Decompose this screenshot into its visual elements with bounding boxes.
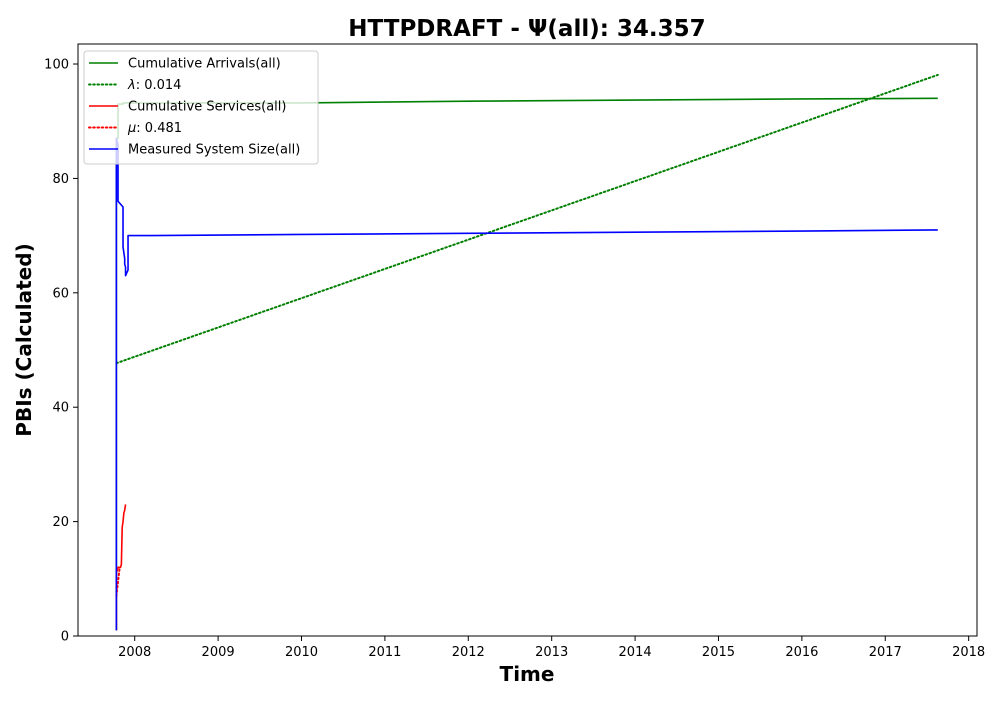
x-tick-label-2014: 2014 [619, 645, 652, 660]
series-line-cumulative-services-all-2 [115, 504, 127, 631]
x-axis-title: Time [500, 662, 555, 686]
y-tick-label-60: 60 [52, 286, 69, 301]
legend-label-cumulative-services-all-2: Cumulative Services(all) [128, 100, 286, 115]
legend-label-cumulative-arrivals-all-0: Cumulative Arrivals(all) [128, 57, 281, 72]
y-tick-label-0: 0 [61, 630, 69, 645]
series-line-0-014-1 [115, 73, 939, 365]
legend-value: : 0.014 [136, 78, 182, 93]
x-tick-label-2012: 2012 [452, 645, 485, 660]
plot-frame [77, 43, 978, 637]
y-tick-label-100: 100 [44, 58, 69, 73]
legend-label-0-014-1: λ: 0.014 [127, 78, 181, 93]
y-axis-title: PBIs (Calculated) [12, 243, 36, 436]
x-tick-label-2016: 2016 [785, 645, 818, 660]
x-tick-label-2009: 2009 [202, 645, 235, 660]
x-tick-label-2013: 2013 [535, 645, 568, 660]
legend-label-measured-system-size-all-4: Measured System Size(all) [128, 143, 300, 158]
legend-symbol: λ [127, 78, 136, 93]
x-tick-label-2008: 2008 [118, 645, 151, 660]
legend-items: Cumulative Arrivals(all) λ: 0.014 Cumulati… [88, 57, 300, 158]
x-tick-label-2017: 2017 [869, 645, 902, 660]
x-axis: 2008 2009 2010 2011 2012 2013 2014 2015 2016 2017… [118, 636, 985, 660]
series-line-measured-system-size-all-4 [115, 137, 938, 631]
y-tick-label-80: 80 [52, 172, 69, 187]
y-axis: 0 20 40 60 80 100 [44, 58, 78, 645]
chart-title: HTTPDRAFT - Ψ(all): 34.357 [348, 16, 705, 42]
legend-value: : 0.481 [136, 121, 182, 136]
legend-label-0-481-3: μ: 0.481 [127, 121, 182, 136]
y-tick-label-40: 40 [52, 401, 69, 416]
legend: Cumulative Arrivals(all) λ: 0.014 Cumulati… [83, 50, 319, 165]
y-tick-label-20: 20 [52, 515, 69, 530]
x-tick-label-2018: 2018 [952, 645, 985, 660]
x-tick-label-2011: 2011 [368, 645, 401, 660]
legend-symbol: μ [127, 121, 136, 136]
x-tick-label-2015: 2015 [702, 645, 735, 660]
legend-box [83, 50, 319, 165]
x-tick-label-2010: 2010 [285, 645, 318, 660]
